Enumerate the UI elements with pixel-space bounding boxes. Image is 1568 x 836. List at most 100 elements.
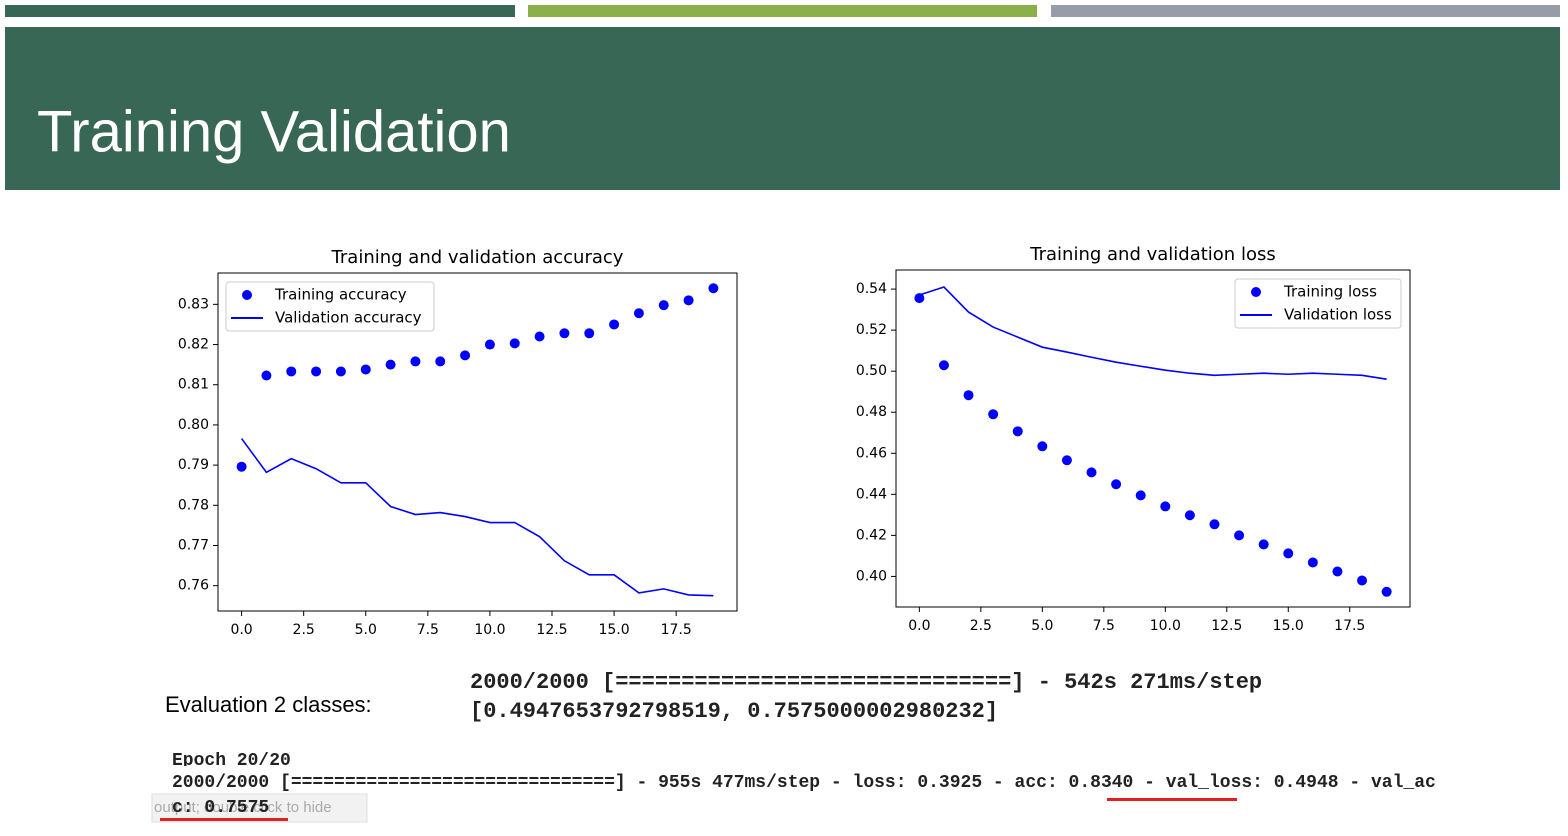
data-point [1381,586,1392,597]
y-tick-label: 0.44 [856,486,887,502]
x-tick-label: 7.5 [1093,618,1115,634]
x-tick-label: 12.5 [536,622,567,638]
legend-label: Training loss [1283,283,1377,301]
data-point [335,366,346,377]
data-point [534,331,545,342]
y-tick-label: 0.78 [178,497,209,513]
console-line: [0.4947653792798519, 0.7575000002980232] [470,699,998,724]
tooltip[interactable] [151,793,368,823]
plot-frame [217,272,738,612]
header [5,27,1560,190]
data-point [938,360,949,371]
y-tick-label: 0.83 [178,296,209,312]
data-point [683,295,694,306]
accent-bar [5,5,515,17]
data-point [484,339,495,350]
legend-label: Training accuracy [274,286,407,304]
data-point [658,300,669,311]
data-point [509,338,520,349]
data-point [1258,539,1269,550]
data-point [1061,455,1072,466]
y-tick-label: 0.80 [178,417,209,433]
data-point [559,328,570,339]
x-tick-label: 2.5 [970,618,992,634]
x-tick-label: 10.0 [474,622,505,638]
y-tick-label: 0.77 [178,537,209,553]
data-point [609,319,620,330]
data-point [1037,441,1048,452]
y-tick-label: 0.81 [178,377,209,393]
legend-box [225,281,435,332]
x-tick-label: 0.0 [908,618,930,634]
chart-title: Training and validation accuracy [331,247,624,268]
y-tick-label: 0.52 [856,322,887,338]
tooltip-text[interactable]: output; double click to hide [154,799,332,816]
data-point [261,370,272,381]
legend-label: Validation accuracy [275,309,422,327]
data-point [1307,557,1318,568]
accent-bar [1051,5,1560,17]
data-point [914,293,925,304]
data-line [919,286,1387,380]
data-point [1209,519,1220,530]
y-tick-label: 0.40 [856,568,887,584]
underline [1107,798,1237,801]
data-point [385,359,396,370]
console-line: c: 0.7575 [172,798,269,818]
data-point [286,366,297,377]
chart-title: Training and validation loss [1029,244,1275,265]
data-point [1086,467,1097,478]
x-tick-label: 17.5 [661,622,692,638]
data-point [1332,566,1343,577]
legend-marker [242,290,252,300]
data-point [1135,490,1146,501]
x-tick-label: 5.0 [355,622,377,638]
x-tick-label: 12.5 [1211,618,1242,634]
y-tick-label: 0.42 [856,527,887,543]
data-point [435,356,446,367]
legend-box [1234,278,1402,329]
data-line [240,438,714,597]
data-point [1160,501,1171,512]
data-point [1234,530,1245,541]
legend-label: Validation loss [1284,306,1392,324]
data-point [1283,548,1294,559]
data-point [1184,510,1195,521]
data-point [236,461,247,472]
console-line: 2000/2000 [=============================… [470,670,1262,695]
data-point [360,364,371,375]
evaluation-label: Evaluation 2 classes: [165,692,372,717]
x-tick-label: 17.5 [1334,618,1365,634]
x-tick-label: 15.0 [1273,618,1304,634]
y-tick-label: 0.82 [178,337,209,353]
console-panel [150,764,1568,836]
x-tick-label: 5.0 [1031,618,1053,634]
data-point [584,328,595,339]
legend-marker [1251,287,1261,297]
data-point [1012,426,1023,437]
x-tick-label: 10.0 [1150,618,1181,634]
y-tick-label: 0.79 [178,457,209,473]
slide-title: Training Validation [37,99,511,164]
y-tick-label: 0.54 [856,281,887,297]
x-tick-label: 15.0 [598,622,629,638]
data-point [963,390,974,401]
underline [160,818,288,821]
data-point [708,283,719,294]
accent-bar [528,5,1037,17]
console-line: Epoch 20/20 [172,751,291,771]
y-tick-label: 0.48 [856,404,887,420]
x-tick-label: 2.5 [293,622,315,638]
console-line: 2000/2000 [=============================… [172,773,1436,793]
data-point [460,350,471,361]
plot-frame [895,269,1411,608]
y-tick-label: 0.76 [178,578,209,594]
data-point [410,356,421,367]
data-point [633,308,644,319]
x-tick-label: 7.5 [417,622,439,638]
y-tick-label: 0.46 [856,445,887,461]
data-point [1357,575,1368,586]
data-point [988,409,999,420]
x-tick-label: 0.0 [230,622,252,638]
